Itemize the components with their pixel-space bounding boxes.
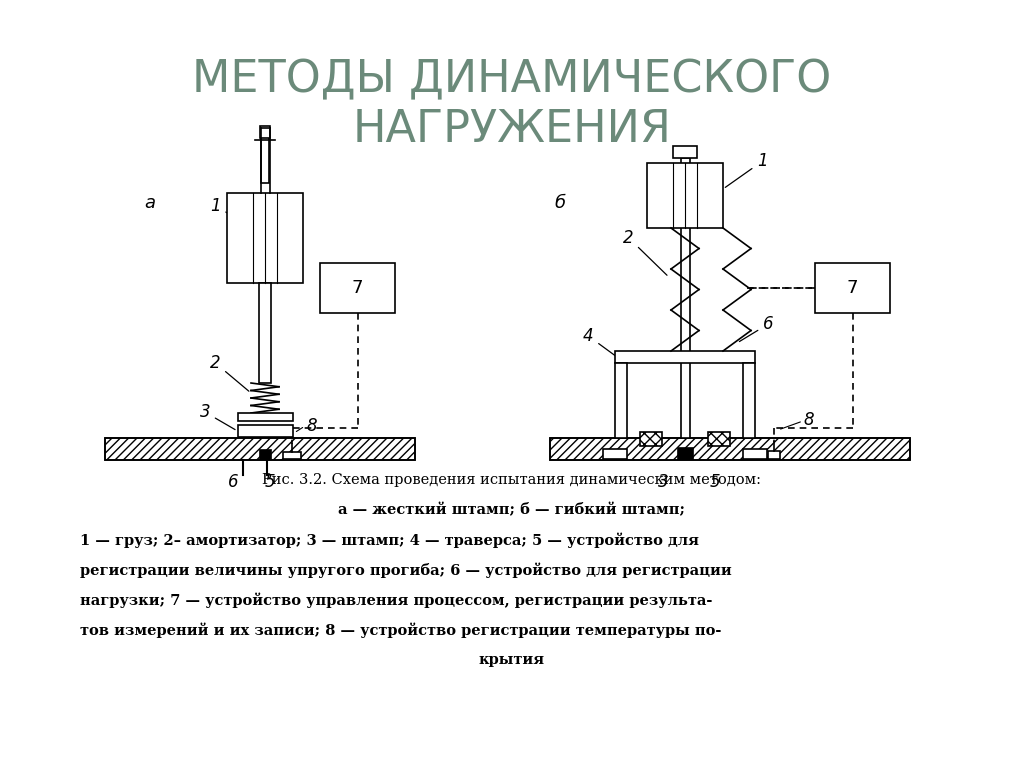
Text: а — жесткий штамп; б — гибкий штамп;: а — жесткий штамп; б — гибкий штамп;	[339, 503, 685, 518]
Bar	[550, 438, 910, 460]
Text: 6: 6	[227, 473, 239, 491]
Bar	[815, 263, 890, 313]
Text: 8: 8	[306, 417, 316, 435]
Bar	[708, 432, 730, 446]
Text: крытия: крытия	[479, 653, 545, 667]
Text: 5: 5	[710, 473, 720, 491]
Bar	[743, 363, 755, 438]
Text: 2: 2	[623, 229, 667, 275]
Bar	[105, 438, 415, 460]
Text: МЕТОДЫ ДИНАМИЧЕСКОГО
НАГРУЖЕНИЯ: МЕТОДЫ ДИНАМИЧЕСКОГО НАГРУЖЕНИЯ	[193, 58, 831, 151]
Text: 3: 3	[200, 403, 236, 429]
Text: б: б	[554, 194, 565, 212]
Bar	[227, 193, 303, 283]
Text: 8: 8	[803, 411, 814, 429]
Bar	[238, 425, 293, 437]
Bar	[105, 438, 415, 460]
Bar	[238, 413, 293, 421]
Bar	[259, 283, 271, 383]
Bar	[283, 452, 301, 459]
Text: 6: 6	[739, 315, 773, 342]
Bar	[640, 432, 662, 446]
Bar	[603, 449, 627, 459]
Text: нагрузки; 7 — устройство управления процессом, регистрации результа-: нагрузки; 7 — устройство управления проц…	[80, 593, 713, 608]
Text: 7: 7	[847, 279, 858, 297]
Text: 4: 4	[583, 327, 614, 356]
Text: Рис. 3.2. Схема проведения испытания динамическим методом:: Рис. 3.2. Схема проведения испытания дин…	[262, 473, 762, 487]
Bar	[681, 158, 689, 438]
Bar	[743, 449, 767, 459]
Text: 1: 1	[210, 197, 253, 227]
Text: регистрации величины упругого прогиба; 6 — устройство для регистрации: регистрации величины упругого прогиба; 6…	[80, 563, 732, 578]
Bar	[647, 163, 723, 228]
Bar	[261, 128, 268, 183]
Text: 1 — груз; 2– амортизатор; 3 — штамп; 4 — траверса; 5 — устройство для: 1 — груз; 2– амортизатор; 3 — штамп; 4 —…	[80, 533, 699, 548]
Bar	[615, 363, 627, 438]
Bar	[259, 449, 271, 459]
Bar	[768, 451, 780, 459]
Text: 2: 2	[210, 354, 249, 391]
Bar	[260, 126, 270, 138]
Bar	[615, 351, 755, 363]
Text: а: а	[144, 194, 156, 212]
Text: 1: 1	[725, 152, 768, 187]
Bar	[673, 146, 697, 158]
Text: 7: 7	[352, 279, 364, 297]
Bar	[677, 447, 693, 459]
Text: 3: 3	[657, 473, 669, 491]
Bar	[550, 438, 910, 460]
Bar	[319, 263, 395, 313]
Text: 5: 5	[264, 473, 275, 491]
Text: тов измерений и их записи; 8 — устройство регистрации температуры по-: тов измерений и их записи; 8 — устройств…	[80, 623, 721, 638]
